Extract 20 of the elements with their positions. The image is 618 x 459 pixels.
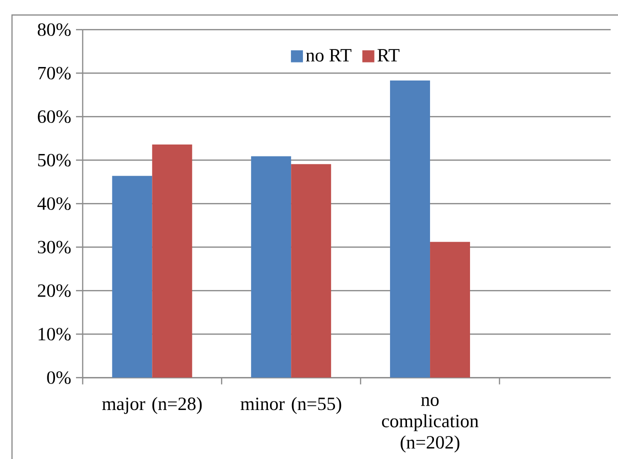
bar: [152, 144, 192, 378]
legend-label: no RT: [306, 49, 352, 62]
bar: [291, 164, 332, 378]
x-tick-label: major (n=28): [102, 397, 202, 414]
y-tick-label: 50%: [38, 154, 71, 166]
y-tick-label: 0%: [47, 371, 71, 384]
bar: [430, 242, 470, 378]
y-tick-label: 10%: [38, 328, 71, 340]
bar: [112, 176, 152, 378]
bar: [390, 80, 430, 378]
y-tick-label: 20%: [38, 284, 71, 297]
bar: [251, 156, 292, 378]
x-tick-label: no complication (n=202): [382, 397, 479, 452]
legend-label: RT: [378, 49, 400, 62]
y-tick-label: 40%: [37, 197, 71, 210]
y-tick-label: 70%: [38, 66, 71, 80]
y-tick-label: 60%: [38, 110, 71, 123]
y-tick-label: 80%: [38, 23, 71, 36]
y-tick-label: 30%: [38, 240, 71, 254]
x-tick-label: minor (n=55): [240, 397, 342, 414]
